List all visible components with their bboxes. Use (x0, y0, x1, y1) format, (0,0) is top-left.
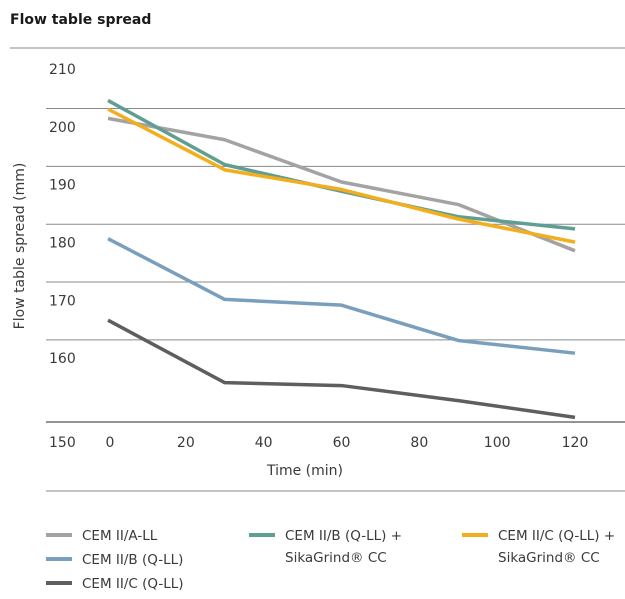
legend-item: CEM II/B (Q-LL) (46, 549, 183, 571)
y-tick-label: 150 (49, 435, 76, 451)
legend-label: CEM II/C (Q-LL) (82, 576, 184, 592)
legend-swatch (249, 533, 275, 537)
x-axis-label: Time (min) (266, 463, 343, 479)
x-tick-label: 40 (255, 435, 273, 451)
y-tick-labels: 150 160 170 180 190 200 210 (49, 62, 76, 451)
x-tick-label: 100 (484, 435, 511, 451)
legend-item: CEM II/C (Q-LL) + SikaGrind® CC (462, 525, 615, 569)
legend-label: CEM II/B (Q-LL) + SikaGrind® CC (285, 528, 403, 566)
series-line (107, 107, 576, 244)
x-tick-label: 60 (333, 435, 351, 451)
legend-label: CEM II/B (Q-LL) (82, 552, 184, 568)
x-tick-label: 0 (106, 435, 115, 451)
legend-swatch (46, 557, 72, 561)
legend-item: CEM II/B (Q-LL) + SikaGrind® CC (249, 525, 402, 569)
legend-label: CEM II/A-LL (82, 528, 158, 544)
series-line (107, 318, 576, 420)
legend-item: CEM II/C (Q-LL) (46, 573, 184, 595)
x-tick-labels: 0 20 40 60 80 100 120 (106, 435, 589, 451)
legend-label: CEM II/C (Q-LL) + SikaGrind® CC (498, 528, 616, 566)
legend-swatch (46, 533, 72, 537)
series-line (107, 98, 576, 231)
x-tick-label: 20 (177, 435, 195, 451)
series-lines (107, 98, 576, 420)
y-tick-label: 170 (49, 293, 76, 309)
chart-title: Flow table spread (10, 12, 151, 28)
legend-item: CEM II/A-LL (46, 525, 157, 547)
x-tick-label: 80 (410, 435, 428, 451)
legend-swatch (462, 533, 488, 537)
y-tick-label: 190 (49, 178, 76, 194)
y-tick-label: 210 (49, 62, 76, 78)
legend-swatch (46, 581, 72, 585)
x-tick-label: 120 (562, 435, 589, 451)
chart: Flow table spread 150160170180190200210 … (10, 12, 625, 492)
y-tick-label: 160 (49, 351, 76, 367)
grid (46, 108, 625, 423)
legend: CEM II/A-LL CEM II/B (Q-LL) + SikaGrind® … (46, 525, 625, 599)
series-line (107, 237, 576, 355)
y-tick-label: 200 (49, 120, 76, 136)
y-tick-label: 180 (49, 236, 76, 252)
y-axis-label: Flow table spread (mm) (12, 163, 28, 330)
